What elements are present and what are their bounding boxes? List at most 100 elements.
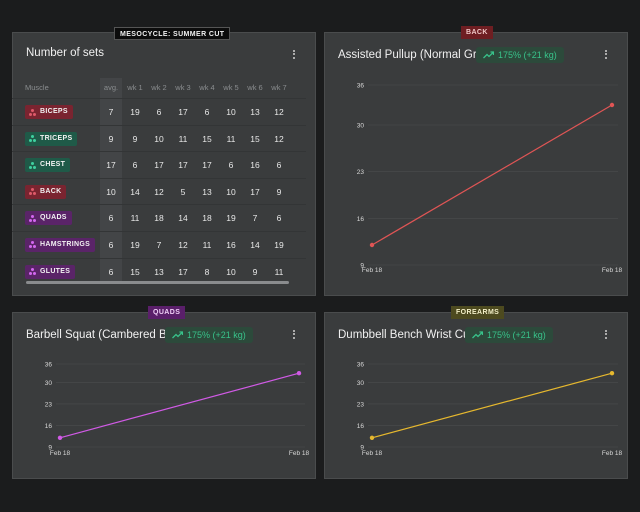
week-cell: 11: [130, 213, 140, 224]
y-tick-label: 36: [357, 362, 365, 369]
y-tick-label: 16: [357, 423, 365, 430]
muscle-group-icon: [29, 135, 36, 143]
muscle-badge[interactable]: BICEPS: [25, 105, 73, 119]
week-cell: 13: [202, 186, 212, 197]
avg-cell: 9: [108, 133, 114, 144]
column-header: Muscle: [25, 83, 49, 92]
week-cell: 10: [226, 186, 236, 197]
muscle-group-icon: [29, 108, 36, 116]
muscle-group-icon: [29, 188, 36, 196]
week-cell: 9: [276, 186, 282, 197]
muscle-badge[interactable]: GLUTES: [25, 264, 76, 279]
week-cell: 11: [178, 133, 188, 144]
column-header: wk 2: [151, 83, 167, 92]
week-cell: 10: [226, 266, 236, 277]
week-cell: 6: [276, 213, 282, 224]
chart-title: Dumbbell Bench Wrist Curl: [338, 329, 476, 341]
table-row: CHEST 17 6 17 17 17 6 16 6: [12, 151, 306, 178]
week-cell: 17: [202, 160, 212, 171]
week-cell: 19: [226, 213, 236, 224]
week-cell: 17: [178, 107, 188, 117]
chart-title: Assisted Pullup (Normal Grip): [338, 49, 490, 61]
table-row: BICEPS 7 19 6 17 6 10 13 12: [12, 98, 306, 125]
muscle-group-icon: [29, 214, 36, 222]
week-cell: 9: [252, 266, 258, 277]
week-cell: 17: [178, 160, 188, 171]
muscle-label: TRICEPS: [40, 134, 73, 142]
table-row: HAMSTRINGS 6 19 7 12 11 16 14 19: [12, 230, 306, 258]
week-cell: 10: [154, 133, 164, 144]
y-tick-label: 23: [357, 401, 365, 408]
week-cell: 15: [250, 133, 260, 144]
avg-cell: 7: [108, 107, 114, 117]
muscle-group-icon: [29, 268, 36, 276]
sets-table-header: Muscle avg. wk 1 wk 2 wk 3 wk 4 wk 5 wk 6 wk 7: [12, 78, 306, 98]
y-tick-label: 23: [357, 169, 365, 176]
muscle-label: BICEPS: [40, 108, 68, 115]
sets-card-menu-icon[interactable]: [289, 48, 299, 62]
y-tick-label: 9: [360, 445, 364, 452]
muscle-badge[interactable]: TRICEPS: [25, 131, 78, 146]
chart-menu-icon[interactable]: [289, 328, 299, 342]
week-cell: 19: [274, 239, 284, 250]
week-cell: 17: [178, 266, 188, 277]
chart-menu-icon[interactable]: [601, 48, 611, 62]
chart-menu-icon[interactable]: [601, 328, 611, 342]
muscle-badge[interactable]: HAMSTRINGS: [25, 237, 96, 252]
week-cell: 13: [154, 266, 164, 277]
y-tick-label: 30: [357, 380, 365, 387]
x-tick-label: Feb 18: [362, 450, 383, 457]
trend-text: 175% (+21 kg): [498, 50, 557, 60]
week-cell: 17: [154, 160, 164, 171]
data-point: [369, 242, 375, 248]
avg-cell: 6: [108, 239, 114, 250]
x-tick-label: Feb 18: [50, 450, 71, 457]
muscle-label: BACK: [40, 187, 62, 195]
sets-table: Muscle avg. wk 1 wk 2 wk 3 wk 4 wk 5 wk 6 wk 7 B…: [12, 78, 306, 284]
avg-cell: 6: [108, 213, 114, 224]
week-cell: 7: [252, 213, 258, 224]
data-point: [609, 102, 615, 108]
y-tick-label: 30: [45, 380, 53, 387]
muscle-label: QUADS: [40, 214, 67, 222]
table-horizontal-scrollbar[interactable]: [26, 281, 289, 284]
muscle-tag-quads: QUADS: [148, 306, 186, 319]
column-header: wk 4: [199, 83, 215, 92]
week-cell: 16: [250, 160, 260, 171]
muscle-group-icon: [29, 161, 36, 169]
muscle-label: CHEST: [40, 161, 66, 169]
table-row: BACK 10 14 12 5 13 10 17 9: [12, 177, 306, 205]
series-line: [371, 104, 613, 246]
week-cell: 8: [204, 266, 210, 277]
week-cell: 19: [130, 239, 140, 250]
y-tick-label: 23: [45, 401, 53, 408]
week-cell: 6: [228, 160, 234, 171]
muscle-badge[interactable]: QUADS: [25, 211, 72, 226]
column-header: wk 3: [175, 83, 191, 92]
column-header: wk 1: [127, 83, 143, 92]
week-cell: 14: [178, 213, 188, 224]
data-point: [369, 435, 375, 440]
table-row: GLUTES 6 15 13 17 8 10 9 11: [12, 257, 306, 285]
week-cell: 15: [130, 266, 140, 277]
mesocycle-tag: MESOCYCLE: SUMMER CUT: [114, 27, 231, 40]
avg-cell: 6: [108, 266, 114, 277]
muscle-badge[interactable]: CHEST: [25, 158, 71, 173]
y-tick-label: 30: [357, 123, 365, 130]
series-line: [59, 372, 300, 439]
muscle-badge[interactable]: BACK: [25, 184, 67, 199]
week-cell: 13: [250, 107, 260, 117]
week-cell: 11: [226, 133, 236, 144]
week-cell: 10: [226, 107, 236, 117]
muscle-group-icon: [29, 241, 36, 249]
muscle-label: GLUTES: [40, 267, 71, 275]
avg-cell: 10: [106, 186, 116, 197]
trend-badge: 175% (+21 kg): [165, 327, 253, 343]
data-point: [57, 435, 63, 440]
week-cell: 12: [154, 186, 164, 197]
week-cell: 9: [132, 133, 138, 144]
trend-badge: 175% (+21 kg): [476, 47, 564, 63]
y-tick-label: 36: [357, 83, 365, 90]
week-cell: 6: [132, 160, 138, 171]
muscle-tag-forearms: FOREARMS: [451, 306, 505, 319]
